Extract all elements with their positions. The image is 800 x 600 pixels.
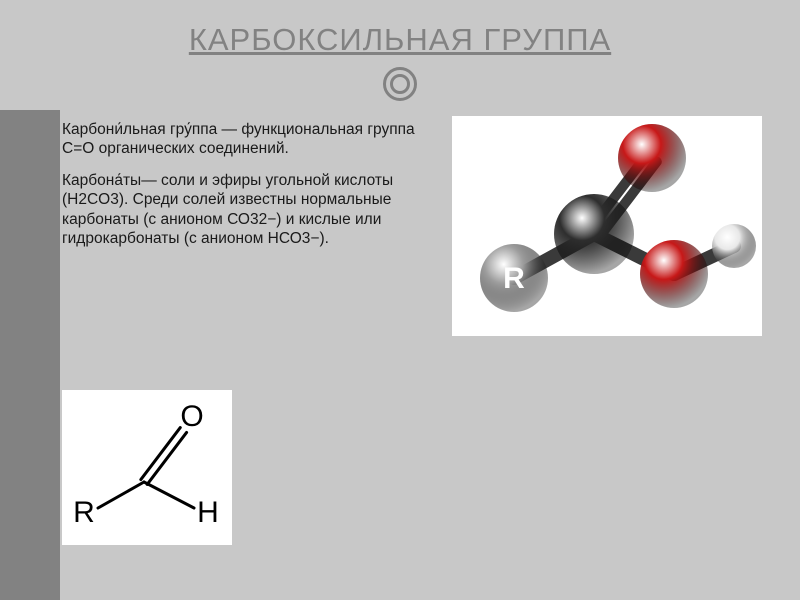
atom-o2 [640, 240, 708, 308]
atom-r-label: R [503, 262, 525, 295]
decorative-rings [380, 64, 420, 104]
formula-label-h: H [197, 496, 219, 529]
structural-formula: R O H [62, 390, 232, 545]
sidebar-accent [0, 110, 60, 600]
structural-formula-svg: R O H [62, 390, 232, 545]
slide-header: КАРБОКСИЛЬНАЯ ГРУППА [0, 0, 800, 110]
atom-h [712, 224, 756, 268]
atom-o1 [618, 124, 686, 192]
molecule-3d: R [452, 116, 762, 336]
slide-title: КАРБОКСИЛЬНАЯ ГРУППА [189, 22, 611, 58]
paragraph-2: Карбона́ты— соли и эфиры угольной кислот… [62, 171, 442, 249]
paragraph-1: Карбони́льная гру́ппа — функциональная г… [62, 120, 442, 159]
molecule-3d-svg: R [452, 116, 762, 336]
atom-c [554, 194, 634, 274]
formula-label-r: R [73, 496, 95, 529]
ring-inner [390, 74, 410, 94]
text-body: Карбони́льная гру́ппа — функциональная г… [62, 120, 442, 260]
formula-label-o: O [180, 400, 203, 433]
